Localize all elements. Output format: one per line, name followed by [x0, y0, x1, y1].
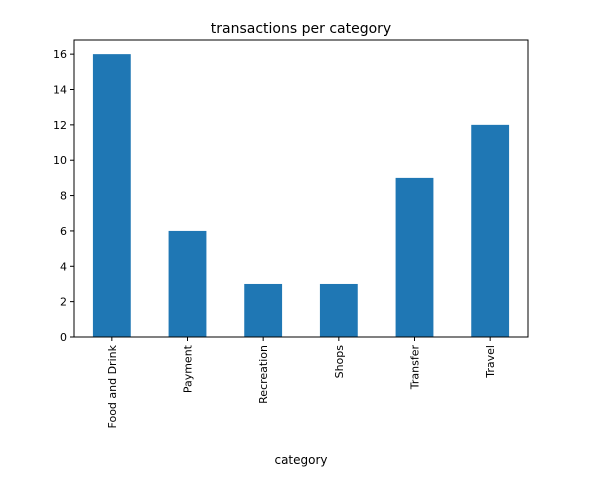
bar-shops	[319, 283, 358, 337]
y-tick-label: 16	[53, 48, 67, 61]
y-tick-label: 8	[60, 190, 67, 203]
bars-group	[92, 54, 510, 338]
plot-frame	[73, 39, 529, 338]
x-tick-label: Food and Drink	[106, 344, 119, 428]
y-tick-label: 2	[60, 296, 67, 309]
x-tick-label: Transfer	[409, 345, 422, 391]
x-tick-label: Shops	[333, 345, 346, 379]
bar-payment	[168, 230, 207, 337]
x-tick-label: Travel	[484, 345, 497, 379]
x-tick-label: Recreation	[257, 345, 270, 404]
bar-travel	[471, 124, 510, 337]
chart-title: transactions per category	[211, 21, 391, 37]
y-tick-label: 14	[53, 84, 67, 97]
y-axis: 0 2 4 6 8 10 12 14 16	[53, 48, 74, 344]
y-tick-label: 6	[60, 225, 67, 238]
bar-transfer	[395, 177, 434, 337]
x-axis: Food and Drink Payment Recreation Shops Tran…	[106, 337, 497, 428]
y-tick-label: 10	[53, 154, 67, 167]
y-tick-label: 12	[53, 119, 67, 132]
x-tick-label: Payment	[182, 344, 195, 393]
y-tick-label: 4	[60, 260, 67, 273]
bar-recreation	[244, 283, 283, 337]
x-axis-label: category	[274, 453, 327, 467]
y-tick-label: 0	[60, 331, 67, 344]
bar-food-and-drink	[92, 54, 131, 338]
